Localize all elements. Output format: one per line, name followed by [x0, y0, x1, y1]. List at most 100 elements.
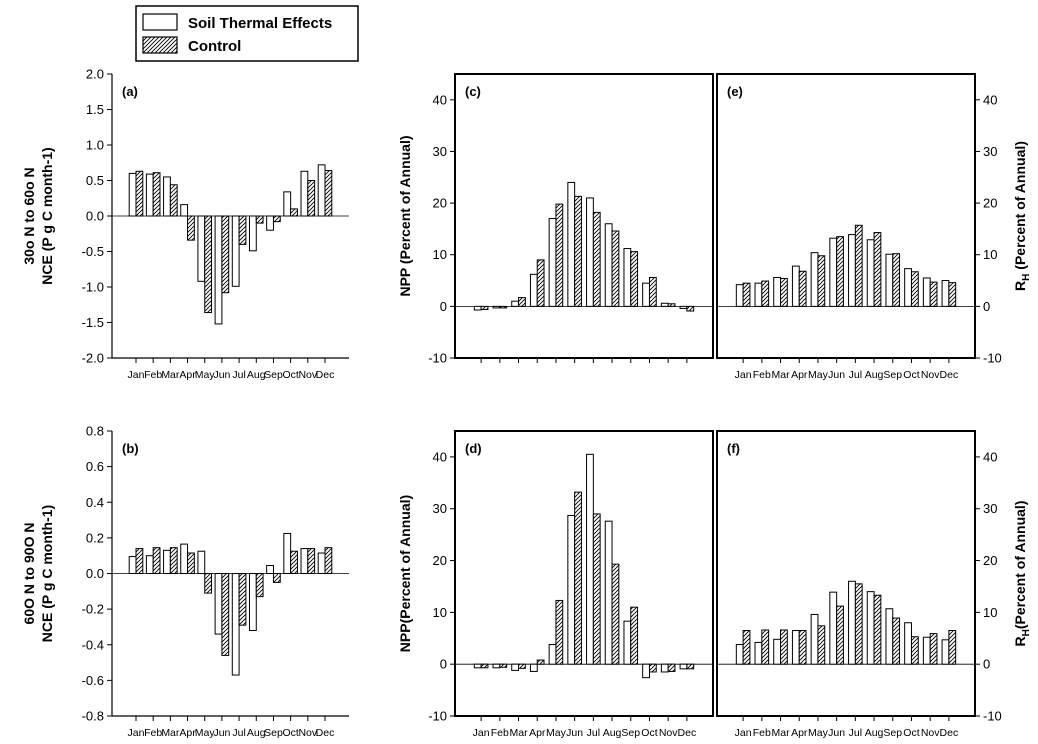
panel-a-xtick-label: Sep	[264, 369, 283, 381]
panel-e-bar-soil-thermal-dec	[941, 280, 950, 307]
panel-c-bar-control-dec	[686, 305, 695, 312]
panel-b-bar-soil-thermal-aug	[248, 573, 257, 631]
panel-c-bar-soil-thermal-sep	[623, 248, 632, 307]
panel-e-bar-soil-thermal-jul	[848, 234, 856, 307]
panel-b-ytick-label: 0.8	[86, 424, 104, 439]
panel-d-label: (d)	[465, 441, 482, 456]
panel-a-xtick-label: Feb	[144, 369, 162, 381]
panel-c-bar-control-feb	[499, 305, 508, 309]
panel-a-ytick-label: -2.0	[82, 351, 104, 366]
panel-d-bar-soil-thermal-jul	[586, 453, 594, 665]
panel-a-ylabel-line-1: 30o N to 60o N	[21, 167, 37, 264]
panel-f: -10 0 10 20 30 40 Jan Feb Mar Apr May Jun Jul Aug Sep O…	[716, 430, 1032, 739]
panel-d-bar-control-sep	[630, 606, 639, 665]
panel-c-bar-soil-thermal-jul	[586, 197, 594, 307]
panel-f-bar-soil-thermal-aug	[866, 591, 875, 665]
panel-b-xtick-label: Jul	[232, 727, 245, 739]
panel-c-bar-control-mar	[518, 297, 526, 307]
panel-b-bar-soil-thermal-jul	[231, 573, 240, 676]
panel-d-bar-control-may	[555, 599, 564, 665]
panel-d-ytick-label: -10	[428, 709, 447, 724]
panel-f-bar-soil-thermal-may	[810, 613, 819, 665]
panel-f-bar-control-jun	[836, 605, 844, 665]
panel-d-bar-soil-thermal-nov	[660, 663, 669, 673]
panel-c-bar-soil-thermal-nov	[660, 302, 669, 307]
panel-a-xtick-label: Nov	[298, 369, 317, 381]
panel-b-ytick-label: -0.6	[82, 673, 104, 688]
panel-f-bar-control-nov	[929, 633, 938, 665]
panel-e-bar-control-mar	[780, 277, 788, 307]
panel-a-xtick-label: Jun	[213, 369, 230, 381]
panel-f-ytick-label: 10	[983, 605, 997, 620]
panel-a-ytick-label: -1.5	[82, 315, 104, 330]
panel-f-bar-control-may	[817, 625, 826, 665]
panel-a-bar-control-may	[204, 215, 213, 314]
panel-e-xtick-label: Dec	[940, 369, 959, 381]
panel-b-bar-soil-thermal-oct	[283, 532, 292, 574]
panel-b-bar-soil-thermal-may	[197, 550, 206, 574]
panel-e-bar-soil-thermal-nov	[922, 277, 931, 307]
panel-c-ytick-label: 0	[440, 299, 447, 314]
panel-f-xtick-label: Apr	[791, 727, 808, 739]
panel-a-xtick-label: Jan	[128, 369, 145, 381]
panel-f-xtick-label: Feb	[753, 727, 771, 739]
panel-c-bar-soil-thermal-feb	[492, 305, 501, 309]
panel-b-bar-soil-thermal-feb	[145, 555, 154, 574]
panel-a-ylabel-line-2: NCE (P g C month-1)	[39, 147, 55, 284]
panel-e-label: (e)	[727, 84, 743, 99]
panel-f-xtick-label: Jul	[849, 727, 862, 739]
panel-e-bar-soil-thermal-aug	[866, 239, 875, 307]
panel-b-xtick-label: Apr	[179, 727, 196, 739]
panel-b-ytick-label: 0.4	[86, 495, 104, 510]
panel-a-xtick-label: Jul	[232, 369, 245, 381]
panel-f-label: (f)	[727, 441, 740, 456]
panel-b-bar-soil-thermal-nov	[300, 548, 309, 574]
panel-b: -0.8 -0.6 -0.4 -0.2 0.0 0.2 0.4 0.6 0.8 Jan Feb Mar…	[21, 424, 349, 739]
panel-a-xtick-label: Mar	[161, 369, 180, 381]
panel-b-ylabel-line-2: NCE (P g C month-1)	[39, 505, 55, 642]
panel-a-bar-soil-thermal-oct	[283, 191, 292, 217]
panel-f-frame	[716, 430, 976, 717]
panel-a-bar-soil-thermal-sep	[266, 215, 274, 231]
panel-c-bar-soil-thermal-aug	[604, 223, 613, 307]
panel-f-xtick-label: Oct	[903, 727, 919, 739]
panel-b-bar-control-jun	[221, 573, 230, 656]
panel-b-xtick-label: May	[195, 727, 216, 739]
panel-c-bar-control-jun	[574, 195, 582, 307]
panel-d: -10 0 10 20 30 40 Jan Feb Mar Apr May Jun Jul Aug Sep O…	[397, 430, 714, 739]
panel-a-bar-soil-thermal-aug	[248, 215, 257, 252]
panel-e-bar-control-sep	[892, 253, 901, 307]
panel-c-bar-soil-thermal-dec	[679, 305, 688, 309]
panel-b-bar-control-feb	[152, 547, 161, 574]
panel-b-xtick-label: Jan	[128, 727, 145, 739]
panel-d-ytick-label: 20	[433, 553, 447, 568]
panel-b-bar-control-oct	[290, 550, 298, 574]
panel-a-bar-control-jun	[221, 215, 230, 294]
panel-d-xtick-label: Apr	[529, 727, 546, 739]
panel-b-ytick-label: -0.8	[82, 709, 104, 724]
panel-b-bar-control-dec	[324, 547, 333, 574]
panel-b-bar-control-apr	[187, 552, 195, 574]
panel-a-bar-soil-thermal-feb	[145, 173, 154, 217]
panel-c-bar-control-jul	[592, 211, 601, 307]
legend-label-soil-thermal: Soil Thermal Effects	[188, 15, 332, 32]
panel-d-bar-soil-thermal-apr	[529, 663, 538, 672]
panel-a-bar-control-jul	[238, 215, 247, 245]
panel-e-bar-soil-thermal-sep	[885, 253, 894, 307]
panel-e-bar-soil-thermal-apr	[791, 265, 800, 307]
panel-a-bar-control-nov	[307, 180, 316, 217]
legend: Soil Thermal Effects Control	[135, 5, 359, 62]
panel-b-ytick-label: -0.4	[82, 637, 104, 652]
panel-c-bar-control-apr	[536, 259, 545, 307]
panel-d-xtick-label: Jul	[587, 727, 600, 739]
panel-f-bar-control-mar	[780, 629, 788, 665]
panel-d-bar-soil-thermal-aug	[604, 520, 613, 665]
panel-b-xtick-label: Feb	[144, 727, 162, 739]
panel-b-xtick-label: Nov	[298, 727, 317, 739]
panel-c-ytick-label: 10	[433, 247, 447, 262]
panel-f-bar-soil-thermal-feb	[754, 641, 763, 665]
panel-b-bar-control-may	[204, 573, 213, 594]
panel-e-ytick-label: -10	[983, 351, 1002, 366]
